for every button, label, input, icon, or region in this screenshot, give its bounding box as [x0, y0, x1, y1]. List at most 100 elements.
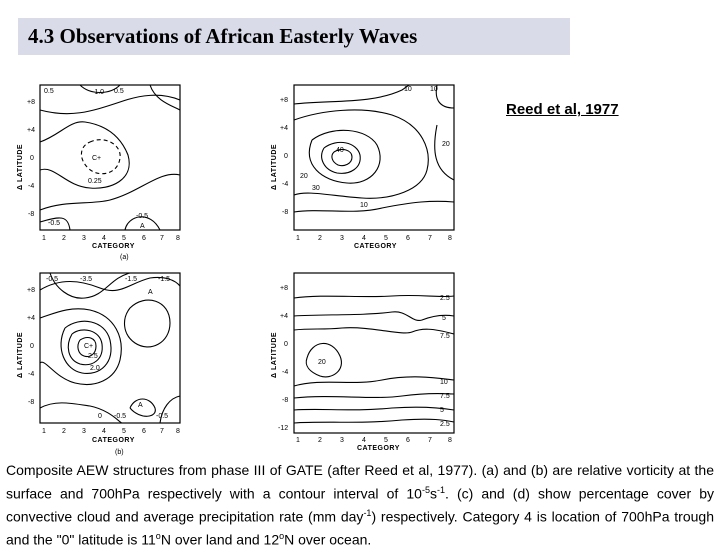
panel-d-xtick: 3: [340, 437, 344, 444]
panel-d-frame: [293, 272, 455, 434]
panel-b-xtick: 5: [122, 428, 126, 435]
panel-d-ytick: -8: [282, 397, 288, 404]
panel-c-contour-label: 20: [442, 141, 450, 148]
panel-a-xticks: 1 2 3 4 5 6 7 8: [42, 235, 180, 242]
panel-a-ylabel: Δ LATITUDE: [17, 144, 24, 190]
panel-b-ytick: +8: [27, 287, 35, 294]
panel-d-yticks: +8 +4 0 -4 -8 -12: [278, 285, 288, 432]
panel-a-frame: [39, 84, 181, 231]
panel-a-ytick: -8: [28, 211, 34, 218]
panel-c-ylabel: Δ LATITUDE: [271, 144, 278, 190]
panel-d-contour-labels: 2.5 5 7.5 20 10 7.5 5 2.5: [318, 295, 450, 428]
panel-b-xticks: 1 2 3 4 5 6 7 8: [42, 428, 180, 435]
panel-c-xtick: 2: [318, 235, 322, 242]
panel-a-yticks: +8 +4 0 -4 -8: [27, 99, 35, 218]
panel-c-ytick: 0: [284, 153, 288, 160]
panel-a-xtick: 2: [62, 235, 66, 242]
panel-b-xtick: 3: [82, 428, 86, 435]
panel-d: +8 +4 0 -4 -8 -12 1 2 3 4 5 6 7 8 2.5 5 …: [262, 268, 462, 452]
panel-c-contour-label: 10: [430, 86, 438, 93]
panel-c-xlabel: CATEGORY: [354, 243, 397, 250]
panel-b-contour-label: 2.0: [90, 365, 100, 372]
panel-d-contour-label: 7.5: [440, 333, 450, 340]
panel-a-ytick: +8: [27, 99, 35, 106]
panel-a-contour-label: 0.5: [44, 88, 54, 95]
panel-d-ytick: 0: [284, 341, 288, 348]
panel-c-xtick: 7: [428, 235, 432, 242]
panel-b-contour-label: C+: [84, 343, 93, 350]
panel-a-xtick: 7: [160, 235, 164, 242]
panel-c-xtick: 6: [406, 235, 410, 242]
panel-a-ytick: +4: [27, 127, 35, 134]
panel-d-contour-label: 5: [440, 407, 444, 414]
panel-d-contour-label: 20: [318, 359, 326, 366]
panel-c-contours: [293, 84, 455, 213]
panel-d-xtick: 7: [428, 437, 432, 444]
panel-a-contour-labels: 0.5 -1.0 0.5 C+ 0.25 -0.5 -0.5 A: [44, 88, 148, 230]
figure-caption: Composite AEW structures from phase III …: [6, 461, 714, 550]
panel-c-xtick: 5: [384, 235, 388, 242]
panel-b-contour-label: 0: [98, 413, 102, 420]
panel-a-xtick: 8: [176, 235, 180, 242]
panel-c-ytick: -4: [282, 181, 288, 188]
panel-c-contour-labels: 10 10 40 20 30 10 20: [300, 86, 450, 209]
panel-d-contour-label: 7.5: [440, 393, 450, 400]
panel-b-xlabel: CATEGORY: [92, 437, 135, 444]
panel-d-contour-label: 2.5: [440, 295, 450, 302]
panel-b-contours: [39, 272, 181, 424]
panel-a-contour-label: -0.5: [48, 220, 60, 227]
panel-b-contour-label: A: [138, 402, 143, 409]
panel-b-contour-label: -3.5: [80, 276, 92, 283]
panel-a-contour-label: 0.5: [114, 88, 124, 95]
panel-d-figure: +8 +4 0 -4 -8 -12 1 2 3 4 5 6 7 8 2.5 5 …: [271, 272, 455, 452]
panel-c-xtick: 1: [296, 235, 300, 242]
panel-b-contour-label: A: [148, 289, 153, 296]
panel-d-ytick: -12: [278, 425, 288, 432]
panel-c-contour-label: 40: [336, 147, 344, 154]
panel-c-yticks: +8 +4 0 -4 -8: [280, 97, 288, 216]
panel-b: +8 +4 0 -4 -8 1 2 3 4 5 6 7 8 -0.5 -3.5 …: [10, 268, 190, 458]
panel-b-contour-label: -0.5: [114, 413, 126, 420]
panel-c-xtick: 4: [362, 235, 366, 242]
panel-c-xtick: 8: [448, 235, 452, 242]
panel-d-xtick: 2: [318, 437, 322, 444]
panel-a-xtick: 5: [122, 235, 126, 242]
panel-b-ytick: -8: [28, 399, 34, 406]
panel-a-contour-label: A: [140, 223, 145, 230]
panel-c-ytick: +8: [280, 97, 288, 104]
panel-a-sublabel: (a): [120, 254, 129, 261]
panel-d-contours: [293, 294, 455, 424]
panel-b-ylabel: Δ LATITUDE: [17, 332, 24, 378]
panel-b-contour-label: -1.5: [158, 276, 170, 283]
panel-d-ytick: +8: [280, 285, 288, 292]
panel-a-contours: [39, 84, 181, 231]
panel-d-xtick: 6: [406, 437, 410, 444]
panel-a-xlabel: CATEGORY: [92, 243, 135, 250]
panel-b-contour-label: 2.5: [88, 353, 98, 360]
panel-b-xtick: 7: [160, 428, 164, 435]
panel-a-xtick: 4: [102, 235, 106, 242]
panel-c-ytick: +4: [280, 125, 288, 132]
panel-d-ytick: -4: [282, 369, 288, 376]
panel-d-ytick: +4: [280, 313, 288, 320]
panel-b-xtick: 8: [176, 428, 180, 435]
panel-b-contour-labels: -0.5 -3.5 -1.5 -1.5 A C+ 2.5 2.0 A 0 -0.…: [46, 276, 170, 420]
panel-d-xticks: 1 2 3 4 5 6 7 8: [296, 437, 452, 444]
panel-a-xtick: 1: [42, 235, 46, 242]
panel-a-contour-label: -1.0: [92, 89, 104, 96]
slide-title-bar: 4.3 Observations of African Easterly Wav…: [18, 18, 570, 55]
panel-d-xtick: 4: [362, 437, 366, 444]
panel-c-frame: [293, 84, 455, 231]
panel-b-xtick: 2: [62, 428, 66, 435]
panel-b-ytick: 0: [30, 343, 34, 350]
panel-b-xtick: 6: [142, 428, 146, 435]
panel-d-xtick: 5: [384, 437, 388, 444]
panel-a-xtick: 3: [82, 235, 86, 242]
panel-c-contour-label: 20: [300, 173, 308, 180]
panel-b-ytick: +4: [27, 315, 35, 322]
panel-d-contour-label: 5: [442, 315, 446, 322]
panel-d-xlabel: CATEGORY: [357, 445, 400, 452]
panel-d-contour-label: 2.5: [440, 421, 450, 428]
panel-d-xtick: 8: [448, 437, 452, 444]
slide-title: 4.3 Observations of African Easterly Wav…: [28, 24, 418, 48]
